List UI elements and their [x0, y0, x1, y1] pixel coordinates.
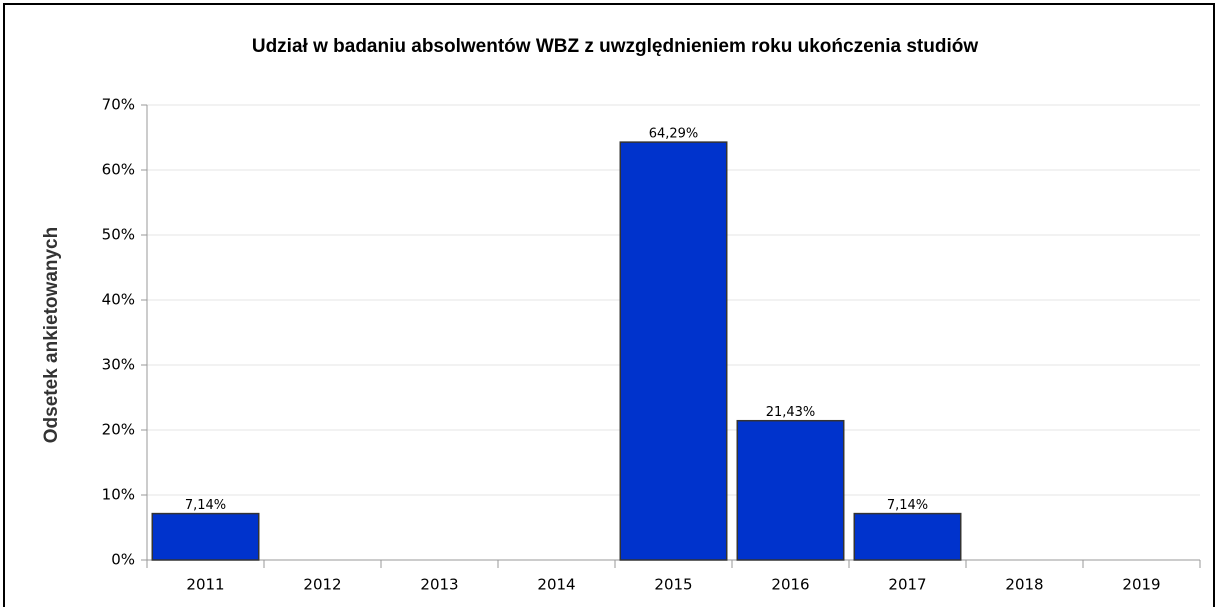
value-label: 21,43%	[766, 405, 816, 420]
y-tick-label: 40%	[102, 291, 135, 309]
bar	[853, 512, 962, 561]
y-tick-label: 50%	[102, 226, 135, 244]
x-tick-label: 2017	[888, 576, 926, 594]
bar	[151, 512, 260, 561]
x-tick-label: 2012	[303, 576, 341, 594]
x-tick-label: 2011	[186, 576, 224, 594]
x-tick-label: 2015	[654, 576, 692, 594]
y-tick-label: 70%	[102, 96, 135, 114]
value-label: 64,29%	[649, 127, 699, 142]
x-tick-label: 2014	[537, 576, 575, 594]
y-tick-label: 30%	[102, 356, 135, 374]
x-tick-label: 2013	[420, 576, 458, 594]
x-tick-label: 2016	[771, 576, 809, 594]
x-tick-label: 2019	[1122, 576, 1160, 594]
chart-title: Udział w badaniu absolwentów WBZ z uwzgl…	[252, 36, 978, 57]
y-tick-label: 60%	[102, 161, 135, 179]
bar	[736, 419, 845, 561]
value-label: 7,14%	[887, 498, 928, 513]
bar	[619, 141, 728, 561]
x-tick-label: 2018	[1005, 576, 1043, 594]
y-tick-label: 20%	[102, 421, 135, 439]
y-tick-label: 0%	[111, 551, 135, 569]
value-label: 7,14%	[185, 498, 226, 513]
y-axis-title: Odsetek ankietowanych	[41, 227, 62, 443]
y-tick-label: 10%	[102, 486, 135, 504]
